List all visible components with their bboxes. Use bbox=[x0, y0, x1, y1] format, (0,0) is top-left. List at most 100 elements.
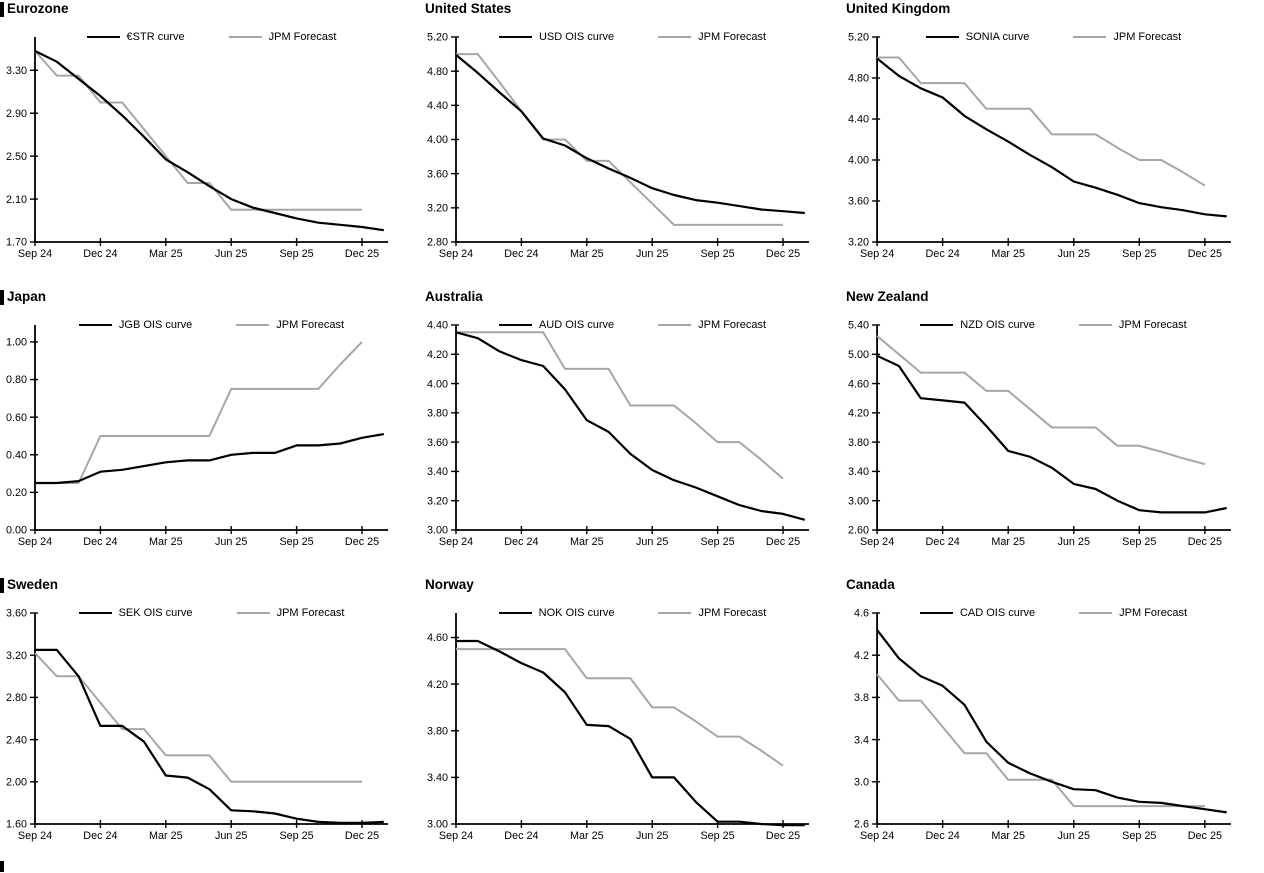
chart-legend: JGB OIS curve JPM Forecast bbox=[35, 319, 388, 331]
y-tick-label: 4.60 bbox=[848, 378, 869, 390]
x-tick-label: Mar 25 bbox=[149, 536, 183, 548]
x-tick-label: Mar 25 bbox=[991, 830, 1025, 842]
series-line-sample bbox=[658, 36, 692, 38]
chart-legend: USD OIS curve JPM Forecast bbox=[456, 31, 809, 43]
x-tick-label: Dec 24 bbox=[926, 248, 960, 260]
legend-item: JPM Forecast bbox=[658, 31, 766, 43]
legend-label: JPM Forecast bbox=[1113, 31, 1182, 43]
series-line-nzd-ois-curve bbox=[876, 354, 1227, 514]
series-line-jpm-forecast bbox=[35, 341, 363, 484]
x-tick-label: Dec 24 bbox=[83, 248, 117, 260]
x-tick-label: Sep 24 bbox=[860, 536, 894, 548]
y-tick-label: 3.40 bbox=[848, 466, 869, 478]
legend-item: JPM Forecast bbox=[1079, 607, 1187, 619]
x-tick-label: Sep 25 bbox=[279, 536, 313, 548]
chart-panel-united-kingdom: United Kingdom SONIA curve JPM Forecast … bbox=[842, 0, 1264, 288]
chart-panel-australia: Australia AUD OIS curve JPM Forecast 4.4… bbox=[421, 288, 842, 576]
y-tick-label: 4.40 bbox=[848, 114, 869, 126]
y-tick-label: 4.60 bbox=[427, 632, 448, 644]
series-line-sample bbox=[498, 612, 532, 614]
y-tick-label: 3.40 bbox=[427, 772, 448, 784]
y-tick-label: 3.40 bbox=[427, 466, 448, 478]
series-line-jgb-ois-curve bbox=[35, 433, 384, 485]
series-line-jpm-forecast bbox=[877, 56, 1206, 187]
x-tick-label: Mar 25 bbox=[570, 830, 604, 842]
chart-panel-norway: Norway NOK OIS curve JPM Forecast 4.60 4.… bbox=[421, 576, 842, 873]
y-tick-label: 4.00 bbox=[848, 155, 869, 167]
x-tick-label: Dec 24 bbox=[504, 536, 538, 548]
series-line-jpm-forecast bbox=[876, 335, 1206, 466]
x-tick-label: Dec 24 bbox=[926, 830, 960, 842]
series-line-sample bbox=[658, 612, 692, 614]
x-tick-label: Jun 25 bbox=[636, 830, 668, 842]
legend-label: USD OIS curve bbox=[538, 31, 615, 43]
series-line-sample bbox=[920, 324, 954, 326]
chart-legend: €STR curve JPM Forecast bbox=[35, 31, 388, 43]
chart-title: New Zealand bbox=[846, 289, 929, 304]
section-marker bbox=[0, 290, 4, 305]
y-tick-label: 4.20 bbox=[427, 349, 448, 361]
y-tick-label: 3.20 bbox=[427, 203, 448, 215]
x-tick-label: Jun 25 bbox=[215, 536, 247, 548]
x-tick-label: Mar 25 bbox=[149, 248, 183, 260]
legend-label: €STR curve bbox=[126, 31, 185, 43]
series-line-jpm-forecast bbox=[34, 652, 362, 783]
legend-label: JPM Forecast bbox=[268, 31, 337, 43]
series-line-sample bbox=[658, 324, 692, 326]
x-tick-label: Jun 25 bbox=[215, 248, 247, 260]
y-tick-label: 4.20 bbox=[848, 408, 869, 420]
x-tick-label: Sep 24 bbox=[860, 248, 894, 260]
chart-legend: SONIA curve JPM Forecast bbox=[877, 31, 1230, 43]
y-tick-label: 4.00 bbox=[427, 134, 448, 146]
series-line-sample bbox=[925, 36, 959, 38]
legend-item: SEK OIS curve bbox=[78, 607, 193, 619]
x-tick-label: Jun 25 bbox=[636, 248, 668, 260]
chart-title: United Kingdom bbox=[846, 1, 951, 16]
series-line-sample bbox=[1079, 612, 1113, 614]
y-tick-label: 2.6 bbox=[854, 819, 869, 831]
legend-label: AUD OIS curve bbox=[538, 319, 615, 331]
series-line-jpm-forecast bbox=[34, 50, 362, 211]
x-tick-label: Sep 24 bbox=[18, 536, 52, 548]
y-tick-label: 0.60 bbox=[6, 412, 27, 424]
x-tick-label: Dec 25 bbox=[1188, 830, 1222, 842]
y-tick-label: 2.50 bbox=[6, 151, 27, 163]
chart-panel-sweden: Sweden SEK OIS curve JPM Forecast 3.60 3.… bbox=[0, 576, 421, 873]
x-tick-label: Sep 25 bbox=[700, 248, 734, 260]
y-tick-label: 5.20 bbox=[848, 32, 869, 44]
x-tick-label: Jun 25 bbox=[1058, 830, 1090, 842]
x-tick-label: Sep 24 bbox=[439, 248, 473, 260]
y-tick-label: 3.20 bbox=[6, 650, 27, 662]
y-tick-label: 4.40 bbox=[427, 100, 448, 112]
y-tick-label: 3.0 bbox=[854, 777, 869, 789]
x-tick-label: Mar 25 bbox=[149, 830, 183, 842]
chart-title: Norway bbox=[425, 577, 474, 592]
x-tick-label: Mar 25 bbox=[991, 248, 1025, 260]
y-tick-label: 2.10 bbox=[6, 194, 27, 206]
series-line-sonia-curve bbox=[876, 57, 1227, 218]
y-tick-label: 2.80 bbox=[427, 237, 448, 249]
x-tick-label: Dec 25 bbox=[766, 536, 800, 548]
y-tick-label: 3.60 bbox=[6, 608, 27, 620]
y-tick-label: 3.80 bbox=[427, 408, 448, 420]
legend-item: €STR curve bbox=[86, 31, 185, 43]
chart-panel-new-zealand: New Zealand NZD OIS curve JPM Forecast 5… bbox=[842, 288, 1264, 576]
series-line-jpm-forecast bbox=[456, 53, 783, 226]
x-tick-label: Sep 24 bbox=[18, 830, 52, 842]
x-tick-label: Mar 25 bbox=[991, 536, 1025, 548]
series-line-cad-ois-curve bbox=[876, 629, 1227, 814]
x-tick-label: Sep 25 bbox=[1122, 248, 1156, 260]
x-tick-label: Dec 25 bbox=[766, 830, 800, 842]
legend-label: JPM Forecast bbox=[1118, 319, 1187, 331]
x-tick-label: Dec 24 bbox=[504, 830, 538, 842]
y-tick-label: 5.40 bbox=[848, 320, 869, 332]
x-tick-label: Sep 24 bbox=[18, 248, 52, 260]
legend-label: SONIA curve bbox=[965, 31, 1030, 43]
y-tick-label: 2.00 bbox=[6, 777, 27, 789]
series-line-jpm-forecast bbox=[456, 648, 784, 767]
y-tick-label: 3.8 bbox=[854, 692, 869, 704]
series-line-sample bbox=[1078, 324, 1112, 326]
chart-title: United States bbox=[425, 1, 512, 16]
